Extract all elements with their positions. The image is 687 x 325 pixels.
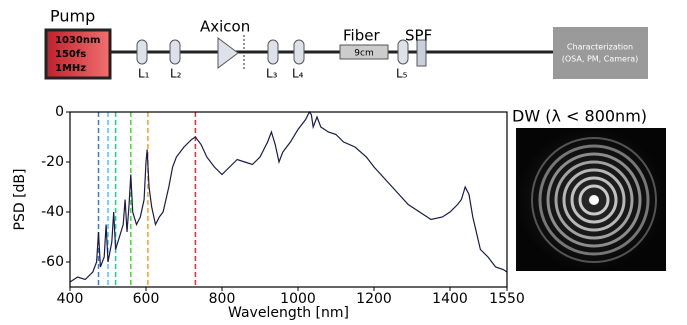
lens-label: L₁: [138, 67, 150, 81]
x-tick-label: 1400: [432, 291, 468, 307]
figure: Pump 1030nm 150fs 1MHz L₁ L₂ L₃ L₄ L₅ Ax…: [0, 0, 687, 325]
pump-spec: 150fs: [55, 49, 86, 60]
lens-label: L₂: [170, 67, 182, 81]
x-tick-label: 600: [133, 291, 160, 307]
y-tick-label: -40: [41, 204, 64, 220]
pump-label: Pump: [50, 7, 95, 26]
pump-spec: 1030nm: [55, 35, 100, 46]
x-tick-label: 1200: [356, 291, 392, 307]
lens: [170, 40, 180, 64]
x-tick-label: 1550: [489, 291, 525, 307]
characterization-label: Characterization: [567, 43, 633, 52]
lens: [294, 40, 304, 64]
plot-frame: [70, 112, 507, 287]
lens-label: L₅: [396, 67, 408, 81]
lens-label: L₄: [292, 67, 304, 81]
ring-image: DW (λ < 800nm): [512, 107, 666, 272]
x-tick-label: 400: [57, 291, 84, 307]
lens: [137, 40, 147, 64]
y-tick-label: 0: [55, 104, 64, 120]
characterization-label: (OSA, PM, Camera): [562, 55, 639, 64]
axicon: [218, 38, 238, 68]
setup-diagram: Pump 1030nm 150fs 1MHz L₁ L₂ L₃ L₄ L₅ Ax…: [46, 7, 648, 81]
y-axis-label: PSD [dB]: [12, 169, 28, 231]
fiber-length: 9cm: [354, 49, 373, 59]
lens-label: L₃: [266, 67, 278, 81]
characterization-box: [553, 27, 648, 79]
fiber-label: Fiber: [343, 27, 380, 45]
image-title: DW (λ < 800nm): [512, 107, 647, 126]
spectrum-line: [70, 112, 507, 282]
lens: [268, 40, 278, 64]
filter-label: SPF: [405, 27, 432, 45]
y-tick-label: -20: [41, 154, 64, 170]
y-tick-label: -60: [41, 254, 64, 270]
pump-spec: 1MHz: [55, 63, 86, 74]
axicon-label: Axicon: [200, 18, 250, 36]
x-axis-label: Wavelength [nm]: [228, 305, 349, 321]
